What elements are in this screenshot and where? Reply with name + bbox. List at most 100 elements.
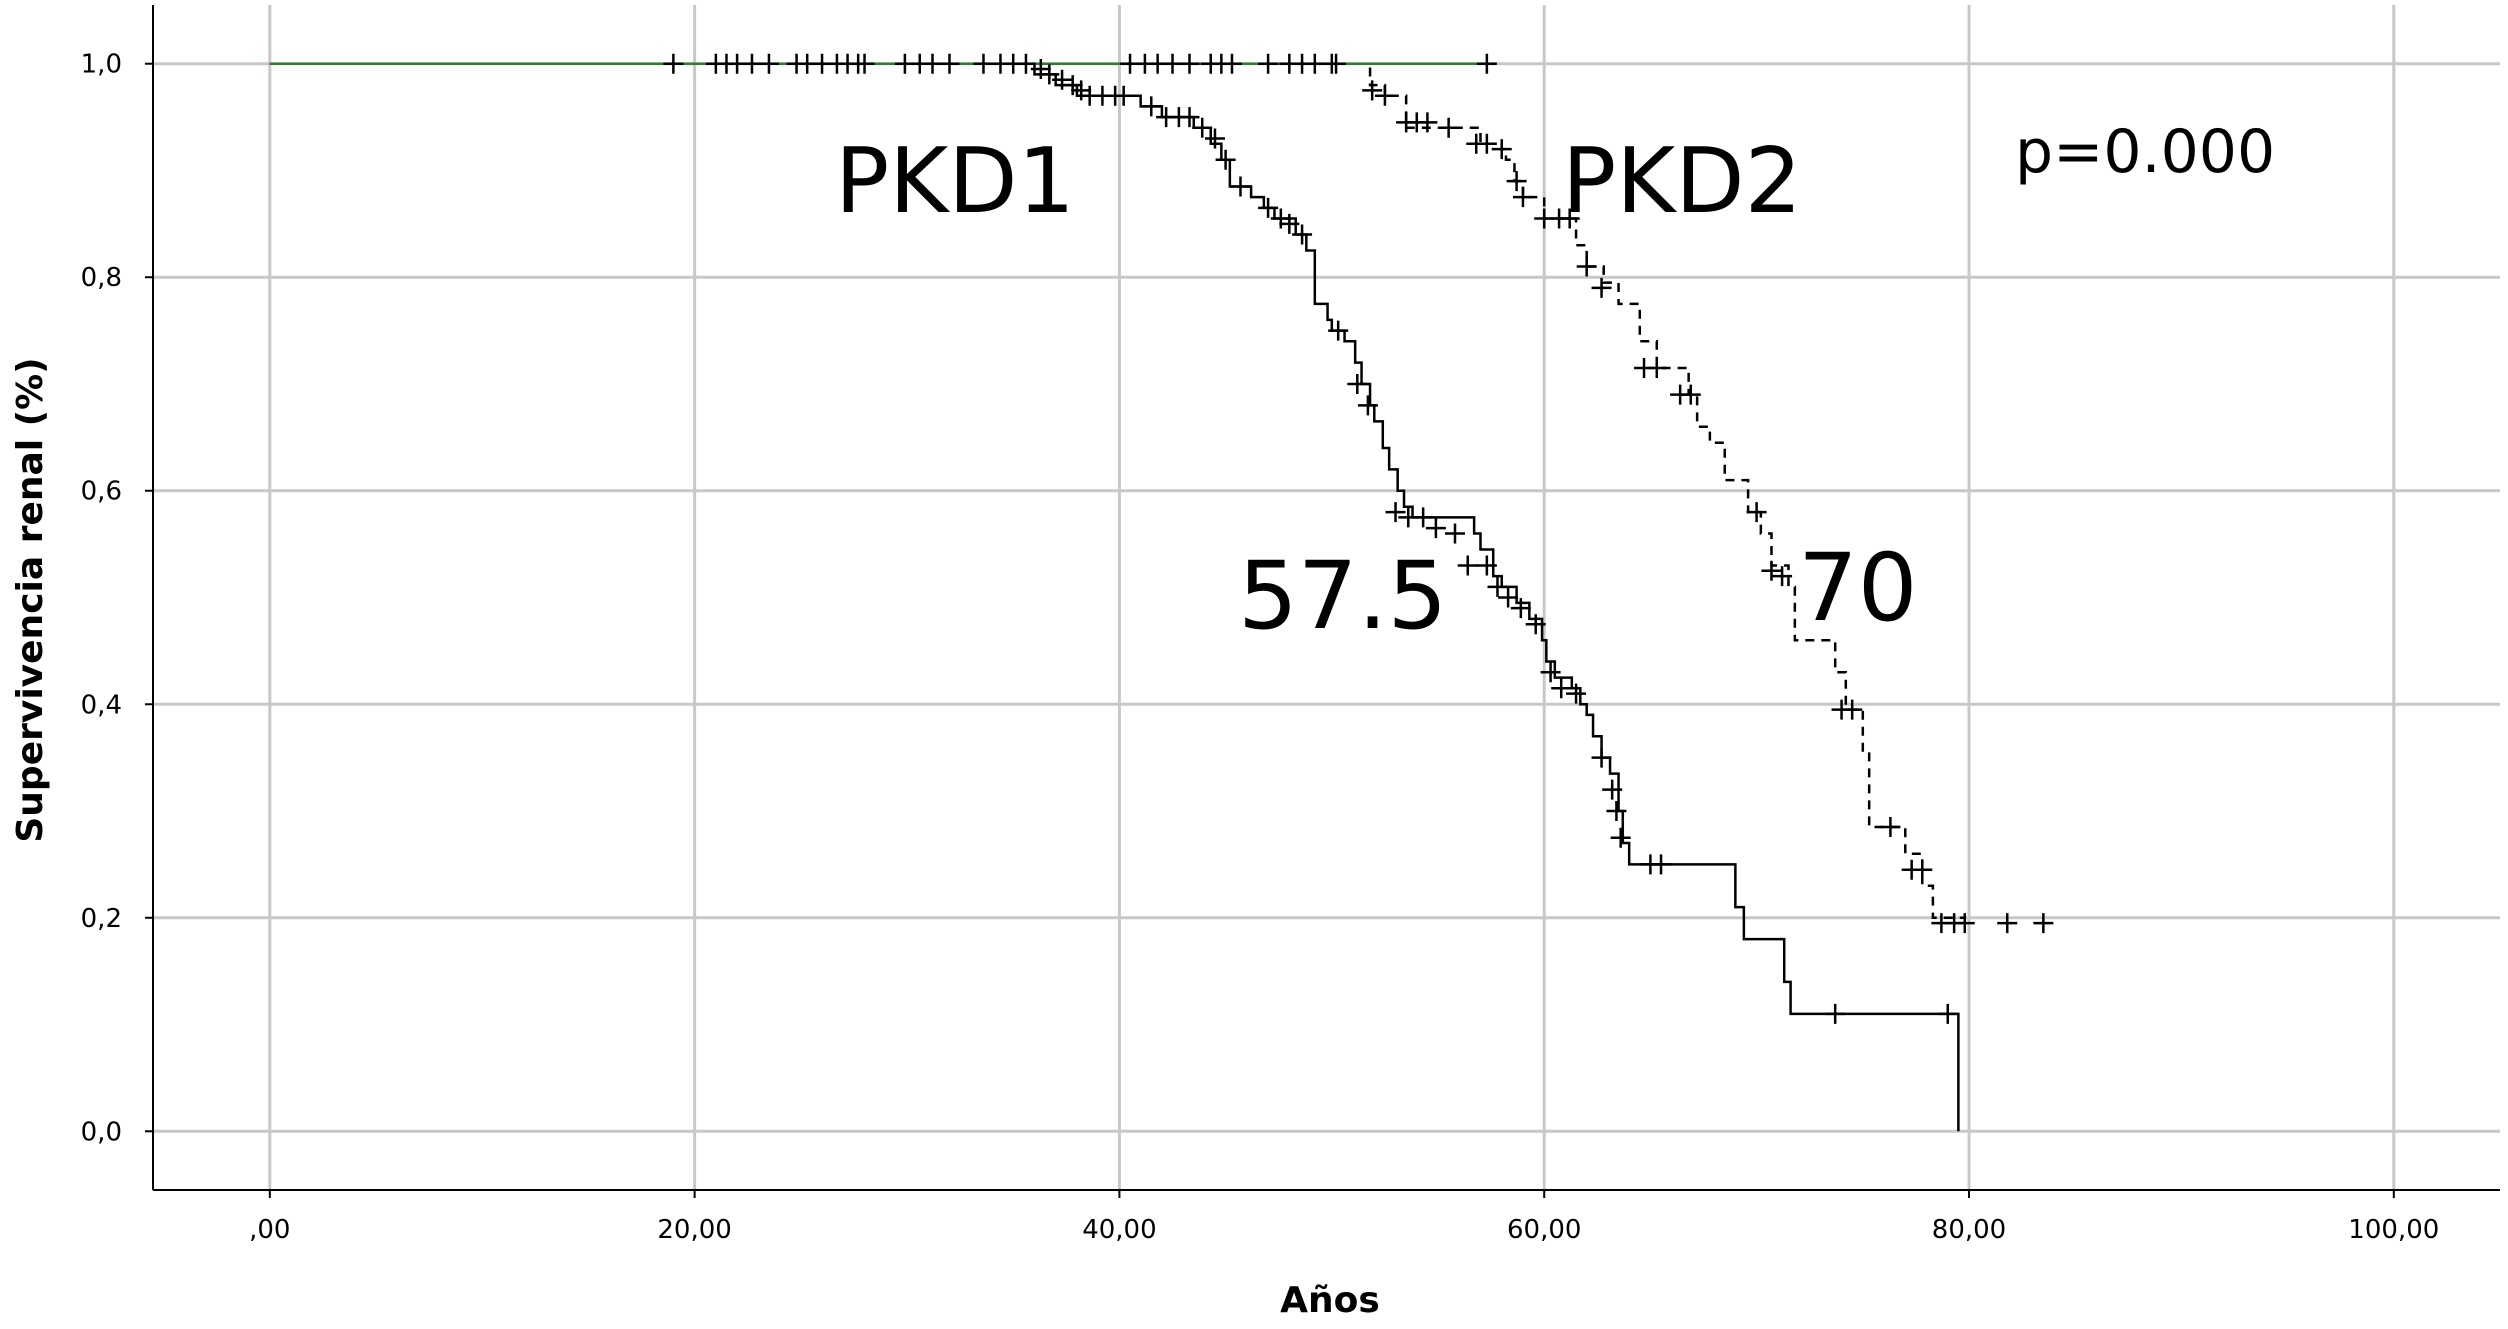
censor-mark-pkd2 [1680, 384, 1701, 405]
censor-mark-pkd2 [1506, 171, 1527, 192]
censor-mark-pkd2 [1362, 80, 1383, 101]
censor-mark-pkd1 [1566, 683, 1587, 704]
x-tick-label: 40,00 [1082, 1215, 1156, 1245]
censor-mark-series-2 [1162, 53, 1183, 74]
censor-mark-pkd2 [1761, 560, 1782, 581]
censor-mark-pkd1 [1510, 598, 1531, 619]
x-tick-label: 60,00 [1507, 1215, 1581, 1245]
censor-mark-series-2 [1221, 53, 1242, 74]
censor-mark-pkd1 [854, 53, 875, 74]
y-tick-label: 0,8 [81, 263, 122, 293]
censor-mark-pkd2 [1374, 85, 1395, 106]
x-tick-label: ,00 [249, 1215, 290, 1245]
censor-mark-pkd1 [1551, 678, 1572, 699]
censor-mark-pkd2 [1559, 208, 1580, 229]
censor-mark-pkd2 [1576, 256, 1597, 277]
censor-mark-pkd1 [1279, 213, 1300, 234]
censor-mark-pkd2 [1997, 913, 2018, 934]
y-tick-label: 1,0 [81, 50, 122, 80]
y-tick-label: 0,0 [81, 1117, 122, 1147]
censor-mark-pkd2 [1591, 277, 1612, 298]
censor-mark-pkd1 [1030, 59, 1051, 80]
censor-mark-pkd2 [1476, 133, 1497, 154]
censor-mark-pkd2 [1954, 913, 1975, 934]
censor-mark-pkd1 [1825, 1003, 1846, 1024]
grid-lines [145, 5, 2500, 1198]
censor-mark-pkd1 [1062, 75, 1083, 96]
censor-mark-pkd2 [1646, 357, 1667, 378]
censor-mark-pkd2 [1772, 566, 1793, 587]
censor-marks [663, 53, 2054, 1024]
censor-mark-pkd1 [758, 53, 779, 74]
censor-mark-pkd1 [1540, 662, 1561, 683]
censor-mark-pkd2 [1491, 139, 1512, 160]
censor-mark-pkd1 [1385, 502, 1406, 523]
censor-mark-series-2 [1179, 53, 1200, 74]
censor-mark-pkd1 [1413, 507, 1434, 528]
censor-mark-pkd1 [1215, 149, 1236, 170]
censor-mark-pkd2 [1438, 117, 1459, 138]
censor-mark-pkd2 [2033, 913, 2054, 934]
x-tick-label: 100,00 [2348, 1215, 2439, 1245]
censor-mark-pkd1 [1476, 555, 1497, 576]
censor-mark-pkd1 [1230, 176, 1251, 197]
x-tick-labels: ,00 20,00 40,00 60,00 80,00 100,00 [249, 1215, 2439, 1245]
censor-mark-pkd2 [1912, 859, 1933, 880]
censor-mark-pkd1 [1357, 395, 1378, 416]
censor-mark-pkd1 [1292, 224, 1313, 245]
censor-mark-pkd1 [1328, 320, 1349, 341]
annotation-p-value: p=0.000 [2015, 117, 2275, 187]
censor-mark-pkd1 [922, 53, 943, 74]
censor-mark-pkd1 [1591, 747, 1612, 768]
y-tick-label: 0,4 [81, 690, 122, 720]
y-tick-label: 0,2 [81, 904, 122, 934]
axes [152, 5, 2500, 1191]
censor-mark-pkd1 [1425, 518, 1446, 539]
censor-mark-series-2 [1304, 53, 1325, 74]
censor-mark-series-2 [1258, 53, 1279, 74]
censor-mark-pkd1 [1204, 128, 1225, 149]
censor-mark-pkd1 [1015, 53, 1036, 74]
censor-mark-pkd1 [741, 53, 762, 74]
x-tick-label: 20,00 [657, 1215, 731, 1245]
censor-mark-pkd1 [1445, 523, 1465, 544]
censor-mark-pkd1 [1457, 555, 1478, 576]
censor-mark-pkd2 [1746, 502, 1767, 523]
censor-mark-pkd2 [1512, 187, 1533, 208]
censor-mark-pkd1 [1602, 779, 1623, 800]
censor-mark-pkd1 [1141, 96, 1162, 117]
censor-mark-pkd1 [1651, 854, 1672, 875]
y-tick-labels: 0,0 0,2 0,4 0,6 0,8 1,0 [81, 50, 122, 1148]
annotation-pkd2-median: 70 [1798, 534, 1918, 643]
censor-mark-pkd1 [1487, 576, 1508, 597]
annotation-pkd1-label: PKD1 [835, 129, 1075, 234]
censor-mark-pkd1 [1071, 80, 1092, 101]
censor-mark-pkd2 [1880, 817, 1901, 838]
censor-mark-pkd1 [1270, 208, 1291, 229]
annotation-pkd2-label: PKD2 [1562, 129, 1802, 234]
censor-mark-series-2 [1476, 53, 1497, 74]
censor-mark-pkd1 [1258, 197, 1279, 218]
censor-mark-pkd1 [1052, 69, 1073, 90]
censor-mark-series-2 [1326, 53, 1347, 74]
y-axis-title: Supervivencia renal (%) [10, 357, 51, 842]
censor-mark-pkd1 [1113, 85, 1134, 106]
censor-mark-pkd1 [1192, 117, 1213, 138]
censor-mark-pkd1 [663, 53, 684, 74]
censor-mark-pkd1 [1610, 827, 1631, 848]
annotation-pkd1-median: 57.5 [1238, 542, 1447, 651]
censor-mark-pkd1 [1937, 1003, 1958, 1024]
censor-mark-pkd1 [1498, 587, 1519, 608]
censor-mark-pkd1 [1606, 801, 1627, 822]
censor-mark-pkd2 [1842, 699, 1863, 720]
censor-mark-pkd1 [1525, 614, 1546, 635]
censor-mark-pkd1 [973, 53, 994, 74]
censor-mark-pkd1 [1347, 373, 1368, 394]
censor-mark-pkd1 [939, 53, 960, 74]
x-tick-label: 80,00 [1932, 1215, 2006, 1245]
y-tick-label: 0,6 [81, 477, 122, 507]
censor-mark-pkd2 [1417, 112, 1438, 133]
censor-mark-pkd1 [1179, 107, 1200, 128]
censor-mark-pkd1 [1039, 64, 1060, 85]
